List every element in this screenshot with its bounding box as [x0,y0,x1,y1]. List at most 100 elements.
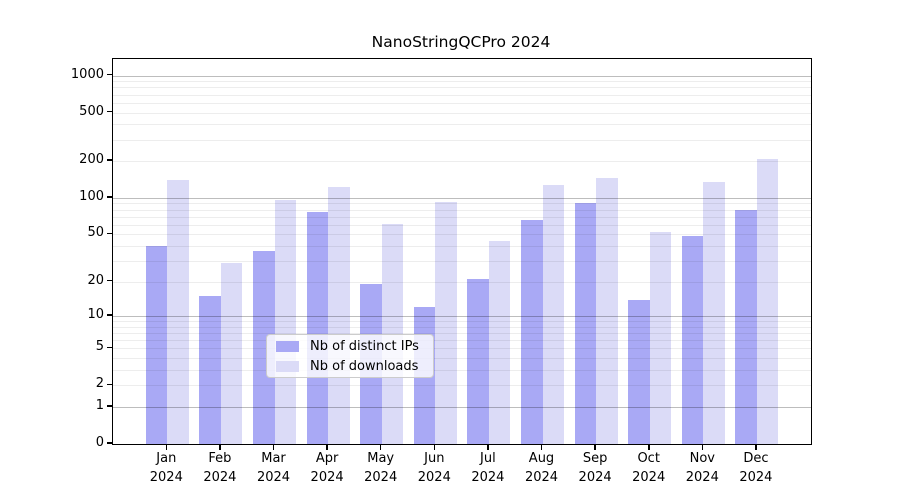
gridline [113,316,811,318]
y-axis-tick-mark [107,73,112,76]
gridline [113,94,811,96]
y-axis-tick-mark [107,383,112,386]
x-axis-tick-mark [755,444,757,450]
y-axis-tick-label: 50 [87,225,104,241]
legend-item: Nb of distinct IPs [276,339,424,354]
y-axis-tick-mark [107,442,112,444]
x-axis-tick-label: Jan 2024 [149,451,183,485]
gridline [113,246,811,247]
y-axis-tick-mark [107,346,112,349]
gridline [113,75,811,77]
gridline [113,370,811,372]
x-axis-tick-label: Apr 2024 [310,451,344,485]
gridline [113,197,811,199]
gridline [113,260,811,262]
bar-ips-jul [467,279,489,444]
x-axis-tick-mark [219,444,221,450]
gridline [113,321,811,323]
x-axis-tick-mark [272,444,275,450]
bar-downloads-jul [488,241,511,444]
gridline [113,203,811,205]
y-axis-tick-mark [107,159,112,161]
bar-ips-feb [199,296,221,444]
legend-item: Nb of downloads [276,359,424,374]
bar-downloads-mar [274,200,296,444]
x-axis-tick-mark [648,444,650,450]
gridline [113,112,811,114]
bar-ips-nov [681,236,704,444]
bar-downloads-nov [703,182,725,444]
bar-downloads-aug [542,184,564,444]
bar-ips-oct [628,299,650,444]
bar-downloads-oct [649,232,672,444]
x-axis-tick-label: Feb 2024 [203,451,237,485]
x-axis-tick-label: Jul 2024 [471,451,505,485]
gridline [113,81,811,83]
legend: Nb of distinct IPs Nb of downloads [266,334,434,378]
y-axis-tick-label: 1 [95,398,104,413]
gridline [113,216,811,218]
x-axis-tick-label: Oct 2024 [632,451,666,485]
x-axis-tick-label: Aug 2024 [524,451,559,485]
y-axis-tick-label: 2 [95,376,104,392]
x-axis-tick-mark [701,444,703,450]
y-axis-tick-label: 20 [87,272,104,288]
x-axis-tick-mark [379,444,382,450]
x-axis-tick-label: May 2024 [364,451,398,485]
y-axis-tick-mark [107,314,112,316]
gridline [113,333,811,335]
x-axis-tick-mark [487,444,489,450]
gridline [113,385,811,387]
bar-downloads-dec [756,158,779,444]
chart-title: NanoStringQCPro 2024 [371,33,551,51]
gridline [113,234,811,236]
gridline [113,209,811,211]
y-axis-tick-mark [107,110,112,113]
x-axis-tick-mark [165,444,168,450]
x-axis-tick-mark [326,444,328,450]
y-axis-tick-label: 1000 [70,66,104,82]
plot-area [112,58,812,445]
legend-label: Nb of distinct IPs [310,338,419,354]
gridline [113,281,811,283]
x-axis-tick-mark [433,444,436,450]
bar-downloads-may [381,223,404,444]
bar-ips-sep [574,202,597,444]
gridline [113,87,811,89]
y-axis-tick-mark [107,232,112,235]
bar-ips-mar [253,251,275,444]
x-axis-tick-label: Jun 2024 [417,451,451,485]
bar-ips-dec [735,210,757,444]
y-axis-tick-label: 0 [95,435,104,450]
gridline [113,224,811,226]
bar-downloads-sep [596,178,618,444]
x-axis-tick-label: Dec 2024 [739,451,773,485]
gridline [113,326,811,328]
x-axis-tick-label: Nov 2024 [685,451,719,485]
gridline [113,340,811,342]
y-axis-tick-mark [107,405,112,407]
y-axis-tick-label: 5 [95,339,104,355]
gridline [113,124,811,126]
y-axis-tick-label: 500 [79,103,104,119]
x-axis-tick-label: Mar 2024 [256,451,291,485]
bar-ips-jan [145,246,168,444]
gridline [113,102,811,104]
bar-downloads-jan [167,179,189,444]
legend-swatch [276,340,299,352]
bar-downloads-apr [328,186,350,444]
gridline [113,139,811,141]
y-axis-tick-label: 100 [79,188,104,204]
y-axis-tick-mark [107,196,112,198]
gridline [113,161,811,163]
x-axis-tick-mark [540,444,543,450]
bar-downloads-feb [220,262,243,444]
x-axis-tick-mark [594,444,596,450]
bar-downloads-jun [435,202,457,444]
legend-label: Nb of downloads [310,358,419,374]
y-axis-tick-mark [107,279,112,282]
bar-ips-aug [521,219,543,444]
gridline [113,358,811,360]
legend-swatch [276,360,299,372]
